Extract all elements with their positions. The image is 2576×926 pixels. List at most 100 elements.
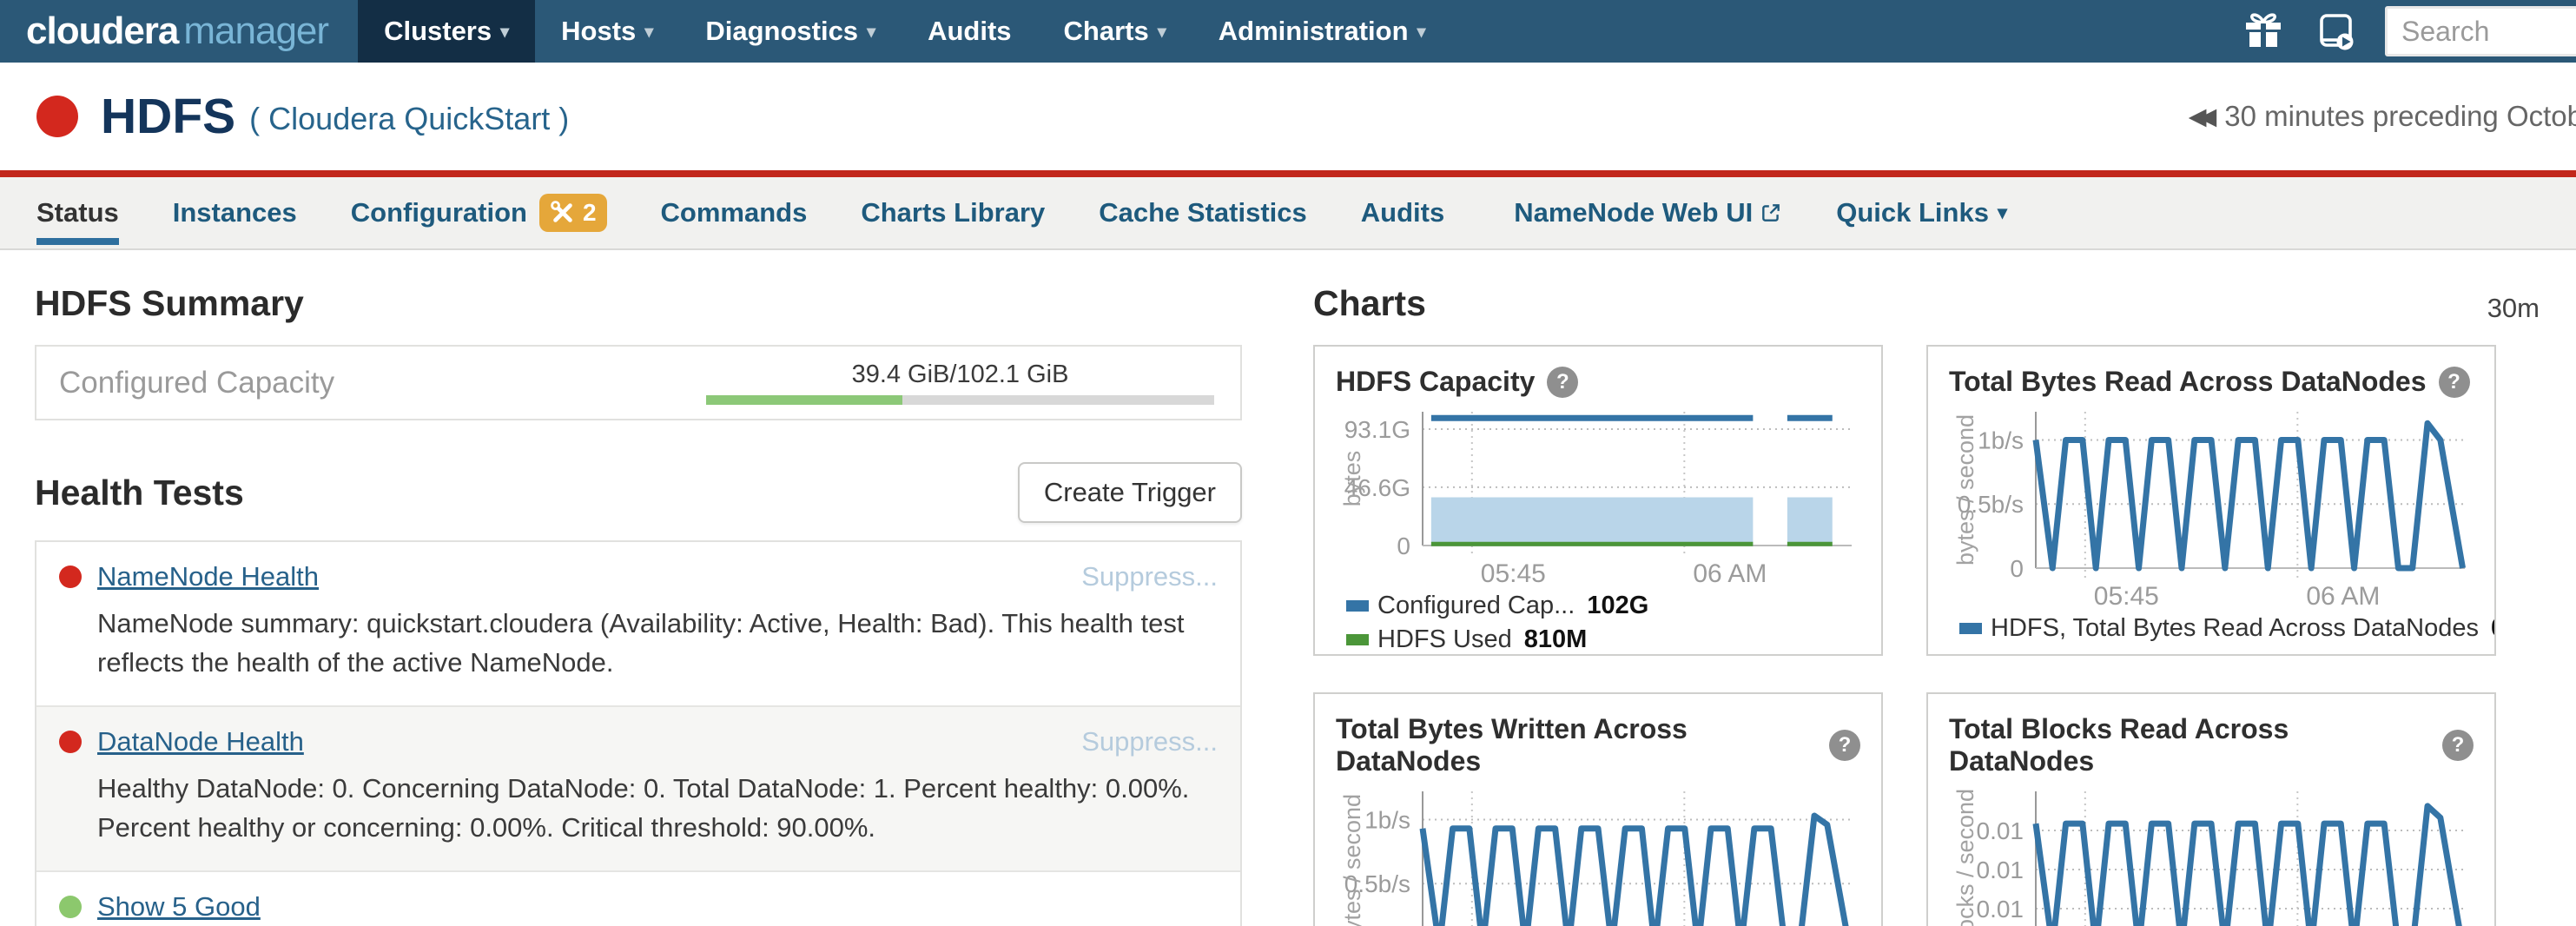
help-icon[interactable]: ? — [2439, 367, 2470, 398]
namenode-web-ui-link[interactable]: NameNode Web UI — [1514, 177, 1782, 248]
health-tests-box: NameNode Health Suppress... NameNode sum… — [35, 540, 1242, 926]
legend-item: HDFS, Total Bytes Read Across DataNodes0 — [1959, 614, 2496, 643]
svg-text:05:45: 05:45 — [1481, 559, 1546, 585]
bytes-written-chart[interactable]: 1b/s0.5b/s005:4506 AMbytes / second — [1336, 781, 1862, 926]
legend-item: HDFS Used810M — [1346, 625, 1587, 654]
svg-text:bytes: bytes — [1339, 451, 1365, 507]
configured-capacity-row: Configured Capacity 39.4 GiB/102.1 GiB — [36, 347, 1240, 419]
svg-text:1b/s: 1b/s — [1978, 427, 2024, 453]
time-range-label: 30 minutes preceding Octob — [2224, 100, 2576, 133]
quick-links-dropdown[interactable]: Quick Links▾ — [1836, 177, 2007, 248]
running-commands-icon[interactable] — [2314, 10, 2355, 52]
hdfs-capacity-chart[interactable]: 93.1G46.6G005:4506 AMbytes — [1336, 401, 1862, 585]
external-link-icon — [1760, 202, 1782, 224]
capacity-progress-track — [706, 395, 1214, 405]
charts-heading: Charts — [1313, 283, 1426, 324]
svg-text:bytes / second: bytes / second — [1339, 794, 1365, 926]
svg-text:06 AM: 06 AM — [1693, 559, 1767, 585]
namenode-health-link[interactable]: NameNode Health — [97, 561, 319, 592]
health-bad-icon — [59, 566, 82, 588]
chart-range-label[interactable]: 30m — [2487, 293, 2540, 324]
svg-text:06 AM: 06 AM — [2306, 582, 2380, 608]
cloudera-manager-logo[interactable]: clouderamanager — [26, 10, 328, 53]
page-title: HDFS — [101, 88, 235, 145]
nav-diagnostics[interactable]: Diagnostics▾ — [679, 0, 902, 63]
legend-item: Configured Cap...102G — [1346, 592, 1648, 620]
svg-text:0: 0 — [1397, 532, 1410, 559]
help-icon[interactable]: ? — [1547, 367, 1578, 398]
tab-configuration[interactable]: Configuration 2 — [351, 177, 607, 248]
chart-card-hdfs-capacity: HDFS Capacity ? 93.1G46.6G005:4506 AMbyt… — [1313, 345, 1883, 656]
tab-charts-library[interactable]: Charts Library — [861, 177, 1045, 248]
tab-commands[interactable]: Commands — [661, 177, 808, 248]
chevron-down-icon: ▾ — [867, 21, 875, 43]
suppress-link[interactable]: Suppress... — [1081, 561, 1218, 592]
configured-capacity-label: Configured Capacity — [59, 366, 334, 400]
help-icon[interactable]: ? — [1829, 730, 1860, 761]
main-content: HDFS Summary Configured Capacity 39.4 Gi… — [0, 250, 2576, 926]
nav-charts[interactable]: Charts▾ — [1038, 0, 1192, 63]
tab-status[interactable]: Status — [36, 177, 119, 248]
service-header: HDFS ( Cloudera QuickStart ) ◀◀ 30 minut… — [0, 63, 2576, 170]
chevron-down-icon: ▾ — [1158, 21, 1166, 43]
chart-card-bytes-read: Total Bytes Read Across DataNodes ? 1b/s… — [1926, 345, 2496, 656]
chart-title: Total Blocks Read Across DataNodes — [1949, 713, 2430, 777]
hdfs-summary-box: Configured Capacity 39.4 GiB/102.1 GiB — [35, 345, 1242, 420]
service-tabbar: Status Instances Configuration 2 Command… — [0, 177, 2576, 250]
main-nav: Clusters▾ Hosts▾ Diagnostics▾ Audits Cha… — [358, 0, 1452, 63]
health-bad-icon — [59, 731, 82, 753]
nav-hosts[interactable]: Hosts▾ — [535, 0, 679, 63]
chart-cards: HDFS Capacity ? 93.1G46.6G005:4506 AMbyt… — [1313, 345, 2541, 926]
tab-audits[interactable]: Audits — [1361, 177, 1444, 248]
nav-audits[interactable]: Audits — [902, 0, 1037, 63]
summary-column: HDFS Summary Configured Capacity 39.4 Gi… — [35, 250, 1242, 926]
health-description: Healthy DataNode: 0. Concerning DataNode… — [97, 770, 1209, 848]
search-input[interactable] — [2385, 6, 2576, 56]
health-row-namenode: NameNode Health Suppress... NameNode sum… — [36, 542, 1240, 705]
suppress-link[interactable]: Suppress... — [1081, 726, 1218, 757]
health-row-datanode: DataNode Health Suppress... Healthy Data… — [36, 705, 1240, 870]
svg-text:bytes / second: bytes / second — [1952, 414, 1978, 566]
chart-title: Total Bytes Written Across DataNodes — [1336, 713, 1817, 777]
blocks-read-chart[interactable]: 0.010.010.01005:4506 AMblocks / second — [1949, 781, 2475, 926]
parcel-gift-icon[interactable] — [2242, 10, 2284, 52]
health-tests-heading: Health Tests — [35, 473, 244, 513]
chevron-down-icon: ▾ — [500, 21, 509, 43]
health-row-show-good: Show 5 Good — [36, 870, 1240, 926]
svg-text:05:45: 05:45 — [2094, 582, 2159, 608]
cluster-name[interactable]: ( Cloudera QuickStart ) — [249, 101, 569, 137]
charts-column: Charts 30m HDFS Capacity ? 93.1G46.6G005… — [1313, 250, 2541, 926]
capacity-value: 39.4 GiB/102.1 GiB — [706, 360, 1214, 389]
chevron-down-icon: ▾ — [1998, 202, 2007, 224]
top-navbar: clouderamanager Clusters▾ Hosts▾ Diagnos… — [0, 0, 2576, 63]
tab-instances[interactable]: Instances — [173, 177, 297, 248]
configuration-issues-badge: 2 — [539, 194, 607, 232]
time-range-selector[interactable]: ◀◀ 30 minutes preceding Octob — [2189, 100, 2576, 133]
tab-cache-statistics[interactable]: Cache Statistics — [1099, 177, 1307, 248]
datanode-health-link[interactable]: DataNode Health — [97, 726, 304, 757]
show-good-link[interactable]: Show 5 Good — [97, 891, 261, 923]
legend-swatch — [1346, 634, 1369, 645]
capacity-gauge: 39.4 GiB/102.1 GiB — [706, 360, 1214, 405]
bytes-read-chart[interactable]: 1b/s0.5b/s005:4506 AMbytes / second — [1949, 401, 2475, 608]
chart-title: Total Bytes Read Across DataNodes — [1949, 366, 2427, 398]
legend-swatch — [1346, 600, 1369, 612]
chart-title: HDFS Capacity — [1336, 366, 1535, 398]
nav-administration[interactable]: Administration▾ — [1192, 0, 1452, 63]
legend-swatch — [1959, 623, 1982, 634]
help-icon[interactable]: ? — [2442, 730, 2474, 761]
hdfs-summary-heading: HDFS Summary — [35, 283, 1242, 324]
health-status-bar — [0, 170, 2576, 177]
rewind-icon: ◀◀ — [2189, 103, 2209, 130]
wrench-icon — [550, 200, 576, 226]
svg-text:1b/s: 1b/s — [1364, 806, 1410, 833]
nav-clusters[interactable]: Clusters▾ — [358, 0, 535, 63]
chart-card-bytes-written: Total Bytes Written Across DataNodes ? 1… — [1313, 692, 1883, 926]
chart-card-blocks-read: Total Blocks Read Across DataNodes ? 0.0… — [1926, 692, 2496, 926]
svg-text:0.01: 0.01 — [1977, 896, 2024, 923]
svg-text:0.01: 0.01 — [1977, 817, 2024, 844]
health-description: NameNode summary: quickstart.cloudera (A… — [97, 605, 1209, 683]
health-good-icon — [59, 896, 82, 918]
create-trigger-button[interactable]: Create Trigger — [1018, 462, 1242, 523]
svg-text:93.1G: 93.1G — [1344, 416, 1410, 443]
